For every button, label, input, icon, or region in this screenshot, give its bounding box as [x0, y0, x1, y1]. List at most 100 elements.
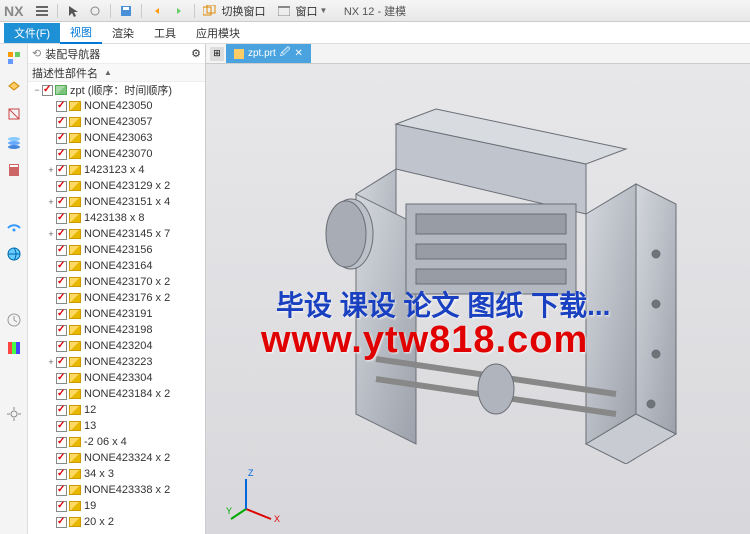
- checkbox[interactable]: [56, 421, 67, 432]
- undo-icon[interactable]: [148, 2, 166, 20]
- tree-item[interactable]: +1423123 x 4: [28, 162, 205, 178]
- checkbox[interactable]: [56, 309, 67, 320]
- tree-item[interactable]: +NONE423151 x 4: [28, 194, 205, 210]
- checkbox[interactable]: [56, 341, 67, 352]
- tree-item[interactable]: NONE423156: [28, 242, 205, 258]
- checkbox[interactable]: [56, 261, 67, 272]
- tree-item[interactable]: NONE423050: [28, 98, 205, 114]
- checkbox[interactable]: [56, 389, 67, 400]
- tree-item[interactable]: NONE423184 x 2: [28, 386, 205, 402]
- checkbox[interactable]: [56, 245, 67, 256]
- watermark-text-2: www.ytw818.com: [261, 319, 588, 362]
- pin-icon[interactable]: ⟲: [32, 47, 41, 60]
- tree-item[interactable]: +NONE423223: [28, 354, 205, 370]
- checkbox[interactable]: [56, 229, 67, 240]
- menu-tools[interactable]: 工具: [144, 23, 186, 43]
- axis-z-label: Z: [248, 468, 254, 478]
- dropdown-arrow-icon[interactable]: ▼: [319, 6, 327, 15]
- tree-item[interactable]: NONE423164: [28, 258, 205, 274]
- tool-settings-icon[interactable]: [4, 404, 24, 424]
- window-menu-icon[interactable]: [275, 2, 293, 20]
- tree-label: NONE423057: [84, 116, 153, 128]
- checkbox[interactable]: [56, 437, 67, 448]
- switch-window-label[interactable]: 切换窗口: [221, 3, 265, 19]
- tree-item[interactable]: NONE423129 x 2: [28, 178, 205, 194]
- checkbox[interactable]: [56, 213, 67, 224]
- checkbox[interactable]: [56, 485, 67, 496]
- checkbox[interactable]: [56, 165, 67, 176]
- window-menu-label[interactable]: 窗口: [295, 3, 317, 19]
- checkbox[interactable]: [56, 133, 67, 144]
- pointer-icon[interactable]: [64, 2, 82, 20]
- tool-color-icon[interactable]: [4, 338, 24, 358]
- gear-icon[interactable]: ⚙: [191, 47, 201, 60]
- tool-part-icon[interactable]: [4, 76, 24, 96]
- file-icon: [234, 49, 244, 59]
- tree-item[interactable]: NONE423324 x 2: [28, 450, 205, 466]
- save-icon[interactable]: [117, 2, 135, 20]
- menu-file[interactable]: 文件(F): [4, 23, 60, 43]
- tree-item[interactable]: NONE423191: [28, 306, 205, 322]
- checkbox[interactable]: [56, 293, 67, 304]
- tree-item[interactable]: 1423138 x 8: [28, 210, 205, 226]
- checkbox[interactable]: [56, 501, 67, 512]
- checkbox[interactable]: [56, 197, 67, 208]
- checkbox[interactable]: [56, 517, 67, 528]
- tool-constraint-icon[interactable]: [4, 104, 24, 124]
- tool-globe-icon[interactable]: [4, 244, 24, 264]
- tree-item[interactable]: NONE423057: [28, 114, 205, 130]
- tree-item[interactable]: +NONE423145 x 7: [28, 226, 205, 242]
- checkbox[interactable]: [56, 117, 67, 128]
- tool-wifi-icon[interactable]: [4, 216, 24, 236]
- tab-home-icon[interactable]: ⊞: [210, 47, 224, 61]
- checkbox[interactable]: [56, 101, 67, 112]
- tree-item[interactable]: NONE423170 x 2: [28, 274, 205, 290]
- tree-item[interactable]: NONE423198: [28, 322, 205, 338]
- checkbox[interactable]: [56, 469, 67, 480]
- tool-layer-icon[interactable]: [4, 132, 24, 152]
- checkbox[interactable]: [56, 357, 67, 368]
- tree-item[interactable]: NONE423176 x 2: [28, 290, 205, 306]
- viewport[interactable]: ⊞ zpt.prt 🖉 ✕: [206, 44, 750, 534]
- view-triad[interactable]: X Y Z: [226, 464, 286, 524]
- tree-root[interactable]: −zpt (顺序：时间顺序): [28, 82, 205, 98]
- tree-item[interactable]: NONE423070: [28, 146, 205, 162]
- tree-item[interactable]: NONE423204: [28, 338, 205, 354]
- touch-icon[interactable]: [86, 2, 104, 20]
- tree-item[interactable]: NONE423063: [28, 130, 205, 146]
- menu-icon[interactable]: [33, 2, 51, 20]
- checkbox[interactable]: [56, 149, 67, 160]
- tree-item[interactable]: 20 x 2: [28, 514, 205, 530]
- tab-close-icon[interactable]: ✕: [294, 48, 302, 59]
- tree-label: NONE423151 x 4: [84, 196, 170, 208]
- tool-book-icon[interactable]: [4, 160, 24, 180]
- checkbox[interactable]: [56, 405, 67, 416]
- checkbox[interactable]: [56, 325, 67, 336]
- tree-item[interactable]: 12: [28, 402, 205, 418]
- tree-item[interactable]: 19: [28, 498, 205, 514]
- tree-item[interactable]: 34 x 3: [28, 466, 205, 482]
- menu-render[interactable]: 渲染: [102, 23, 144, 43]
- part-icon: [69, 213, 81, 223]
- menu-app[interactable]: 应用模块: [186, 23, 250, 43]
- menu-view[interactable]: 视图: [60, 22, 102, 44]
- tree-item[interactable]: NONE423304: [28, 370, 205, 386]
- nav-column-header[interactable]: 描述性部件名 ▲: [28, 64, 205, 82]
- tool-history-icon[interactable]: [4, 310, 24, 330]
- part-icon: [69, 309, 81, 319]
- checkbox[interactable]: [56, 181, 67, 192]
- tool-nav-icon[interactable]: [4, 48, 24, 68]
- file-tab[interactable]: zpt.prt 🖉 ✕: [226, 44, 311, 63]
- tree-item[interactable]: 13: [28, 418, 205, 434]
- checkbox[interactable]: [42, 85, 53, 96]
- checkbox[interactable]: [56, 373, 67, 384]
- redo-icon[interactable]: [170, 2, 188, 20]
- tab-pin-icon[interactable]: 🖉: [280, 45, 291, 62]
- switch-window-icon[interactable]: [201, 2, 219, 20]
- checkbox[interactable]: [56, 453, 67, 464]
- checkbox[interactable]: [56, 277, 67, 288]
- tree-item[interactable]: NONE423338 x 2: [28, 482, 205, 498]
- sort-icon[interactable]: ▲: [104, 68, 112, 77]
- tree-item[interactable]: -2 06 x 4: [28, 434, 205, 450]
- part-tree[interactable]: −zpt (顺序：时间顺序)NONE423050 NONE423057 NONE42…: [28, 82, 205, 534]
